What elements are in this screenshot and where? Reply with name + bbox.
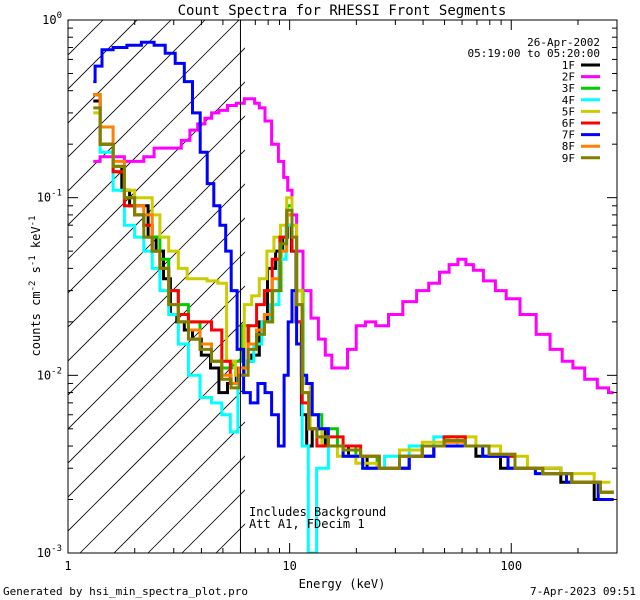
hatch-line (420, 0, 640, 553)
hatch-line (79, 387, 245, 553)
y-axis: 100 10-1 10-2 10-3 (37, 11, 617, 560)
hatch-line (68, 20, 240, 192)
hatch-line (590, 0, 640, 553)
hatch-line (113, 421, 245, 553)
legend-label-6F: 6F (562, 117, 575, 130)
legend-label-5F: 5F (562, 105, 575, 118)
y-tick-label: 10-2 (37, 366, 62, 382)
series-2F (93, 97, 614, 395)
y-axis-label: counts cm-2 s-1 keV-1 (28, 216, 43, 357)
hatch-line (68, 20, 104, 56)
x-tick-label: 100 (500, 559, 522, 573)
hatch-line (68, 20, 138, 90)
annotation-attenuator: Att A1, FDecim 1 (249, 517, 365, 531)
series-9F (93, 106, 614, 494)
hatch-line (68, 319, 245, 498)
hatch-line (318, 0, 640, 553)
x-axis: 1 10 100 (64, 20, 618, 573)
hatch-line (522, 0, 640, 553)
series-1F (93, 99, 611, 501)
hatch-line (0, 0, 102, 553)
chart-title: Count Spectra for RHESSI Front Segments (178, 3, 507, 19)
y-tick-label: 100 (42, 11, 62, 27)
series-7F (93, 40, 614, 501)
hatch-line (624, 0, 640, 553)
legend-label-8F: 8F (562, 140, 575, 153)
legend-label-3F: 3F (562, 82, 575, 95)
hatch-line (68, 115, 245, 294)
y-tick-label: 10-3 (37, 544, 62, 560)
hatch-line (386, 0, 640, 553)
hatch-line (284, 0, 640, 553)
legend-label-1F: 1F (562, 59, 575, 72)
hatch-line (68, 81, 245, 260)
x-axis-label: Energy (keV) (299, 577, 386, 591)
hatch-line (352, 0, 640, 553)
legend-label-9F: 9F (562, 152, 575, 165)
series-layer (93, 40, 614, 553)
plot-frame (67, 19, 618, 554)
info-date: 26-Apr-2002 (527, 36, 600, 49)
hatch-line (68, 285, 245, 464)
footer-generated-by: Generated by hsi_min_spectra_plot.pro (3, 585, 248, 598)
legend-label-2F: 2F (562, 71, 575, 84)
annotation-background: Includes Background (249, 505, 386, 519)
hatch-line (68, 217, 245, 396)
footer-timestamp: 7-Apr-2023 09:51 (530, 585, 636, 598)
legend-label-7F: 7F (562, 129, 575, 142)
y-tick-label: 10-1 (37, 189, 62, 205)
info-time-range: 05:19:00 to 05:20:00 (468, 47, 600, 60)
series-5F (93, 111, 611, 484)
x-tick-label: 1 (64, 559, 71, 573)
hatch-line (68, 353, 245, 532)
hatch-line (68, 149, 245, 328)
x-tick-label: 10 (282, 559, 296, 573)
legend-label-4F: 4F (562, 94, 575, 107)
hatch-line (68, 20, 172, 124)
hatch-line (68, 251, 245, 430)
hatch-line (68, 183, 245, 362)
